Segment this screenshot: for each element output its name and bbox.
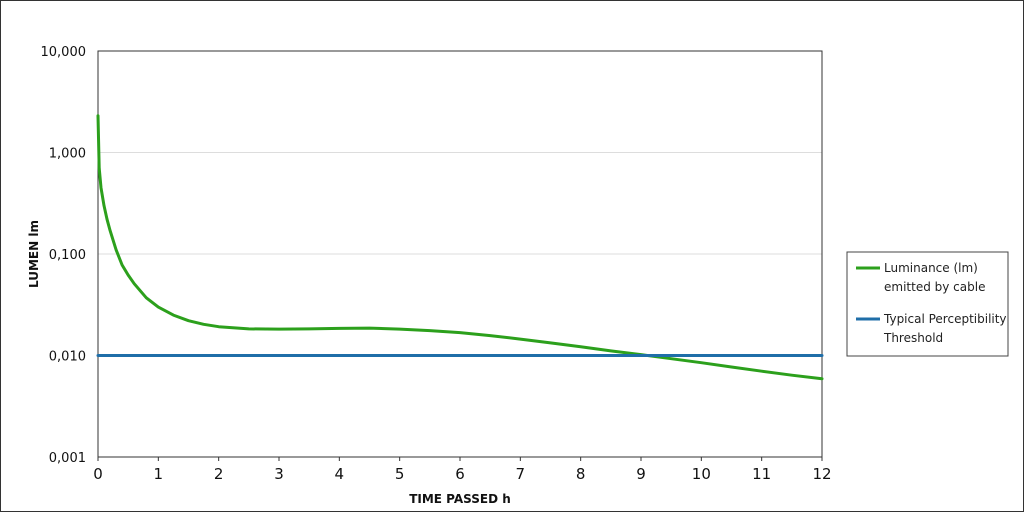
x-tick-label: 2 <box>214 465 224 483</box>
x-axis-title: TIME PASSED h <box>409 492 511 506</box>
x-tick-label: 7 <box>516 465 526 483</box>
legend-label-threshold: Typical Perceptibility <box>883 312 1007 326</box>
x-tick-label: 5 <box>395 465 405 483</box>
x-tick-label: 8 <box>576 465 586 483</box>
luminance-curve <box>96 114 824 381</box>
x-tick-label: 10 <box>692 465 711 483</box>
y-tick-label: 0,001 <box>49 451 86 466</box>
legend: Luminance (lm) emitted by cable Typical … <box>846 251 1009 357</box>
x-tick-label: 3 <box>274 465 284 483</box>
y-tick-label: 0,010 <box>49 350 86 365</box>
x-tick-label: 11 <box>752 465 771 483</box>
legend-label-luminance-line2: emitted by cable <box>884 280 985 294</box>
y-tick-label: 0,100 <box>49 248 86 263</box>
x-tick-label: 6 <box>455 465 465 483</box>
x-tick-label: 0 <box>93 465 103 483</box>
x-tick-label: 9 <box>636 465 646 483</box>
y-tick-label: 10,000 <box>41 45 87 60</box>
x-tick-label: 4 <box>335 465 345 483</box>
x-tick-label: 12 <box>812 465 831 483</box>
y-axis-title: LUMEN lm <box>27 220 41 288</box>
x-tick-label: 1 <box>154 465 164 483</box>
legend-label-threshold-line2: Threshold <box>883 331 943 345</box>
y-tick-label: 1,000 <box>49 147 86 162</box>
legend-label-luminance: Luminance (lm) <box>884 261 978 275</box>
